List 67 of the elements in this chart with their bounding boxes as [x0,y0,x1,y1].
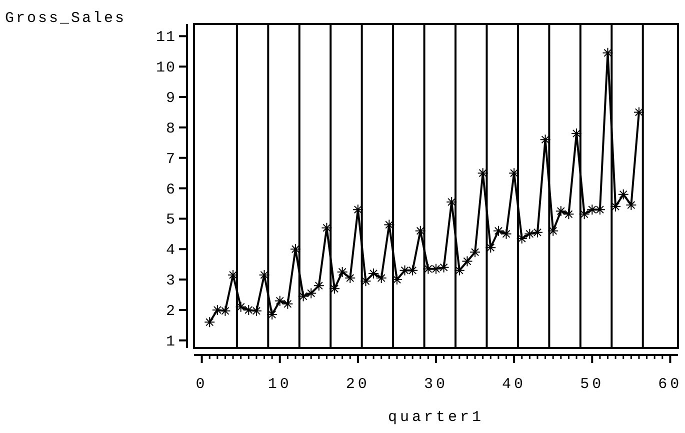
point [446,196,458,208]
point [250,305,262,316]
y-tick-label: 3 [166,272,176,290]
y-tick-label: 11 [156,29,176,46]
point [220,305,231,316]
point [368,268,380,279]
point [500,228,512,240]
point [243,304,254,316]
point [532,226,543,238]
point [399,264,410,276]
point [298,290,309,302]
point [602,47,614,58]
point [282,298,294,310]
point [438,262,450,273]
point [462,256,473,267]
x-axis-title: quarter1 [388,409,484,426]
point [454,264,465,276]
y-tick-label: 7 [166,150,176,168]
point [228,269,239,280]
point [313,280,324,292]
y-tick-label: 2 [166,302,176,320]
point [376,272,387,284]
point [548,225,559,236]
point [485,242,496,254]
y-tick-label: 10 [156,60,176,77]
point [258,269,270,280]
point [516,232,528,244]
point [235,301,246,312]
y-tick-label: 9 [166,90,176,108]
point [563,208,574,220]
y-tick-label: 5 [166,212,176,229]
y-tick-label: 8 [166,120,176,138]
point [492,225,504,236]
x-tick-label: 10 [268,376,292,393]
point [204,316,216,328]
point [391,274,402,286]
point [274,295,286,306]
x-tick-label: 20 [346,376,370,393]
x-tick-label: 50 [580,376,604,393]
point [321,222,332,234]
point [407,264,418,276]
point [470,246,481,258]
point [618,188,629,200]
point [626,200,637,211]
point [414,225,426,236]
point [336,266,348,278]
x-tick-label: 40 [502,376,526,393]
point [578,208,590,220]
x-tick-label: 0 [196,376,208,393]
y-tick-label: 6 [166,181,176,198]
x-tick-label: 60 [658,376,682,393]
y-axis-title: Gross_Sales [5,10,126,27]
point [344,272,356,284]
y-tick-label: 4 [166,242,176,260]
x-tick-label: 30 [424,376,448,393]
point [266,309,278,320]
point [329,283,340,294]
point [524,228,536,240]
point [212,304,223,316]
point [610,201,622,212]
point [555,206,566,217]
point [360,276,372,287]
point [633,106,644,118]
point [430,263,442,274]
y-tick-label: 1 [166,333,176,350]
point [306,288,317,299]
point [384,219,395,230]
